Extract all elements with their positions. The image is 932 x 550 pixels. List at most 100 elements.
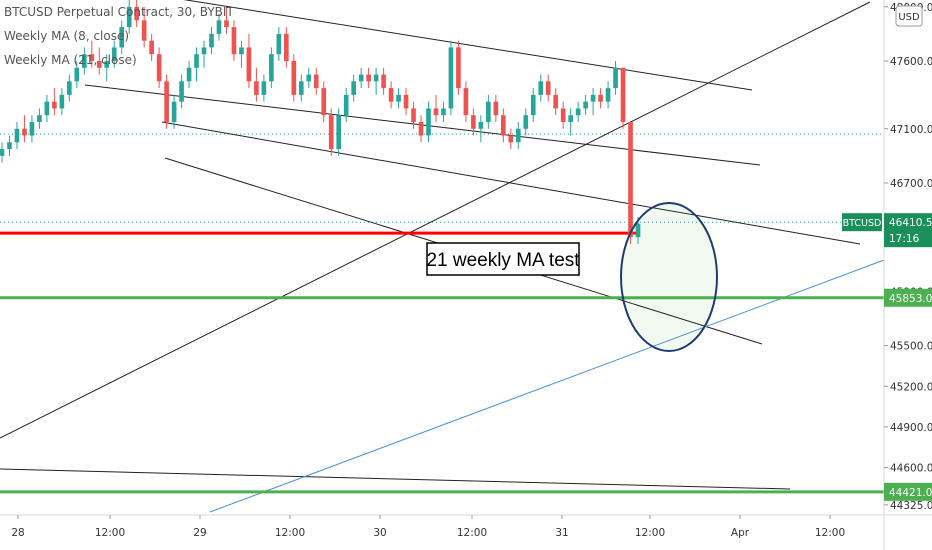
candle [403,88,409,116]
candle-body [388,88,394,102]
candle-body [613,67,618,89]
candle-body [119,27,125,48]
candle-body [605,88,611,102]
candle-body [456,47,461,89]
candle-body [179,81,184,102]
candle-body [366,74,371,82]
candle [134,0,140,28]
indicator-ma8[interactable]: Weekly MA (8, close) [4,29,130,43]
annotation-box [426,242,580,276]
candle-body [224,20,229,28]
candle-body [575,108,581,116]
last-price-badge [884,213,932,248]
candle [29,115,35,143]
candle-body [81,54,87,68]
x-tick-label: 31 [555,527,568,539]
level-price-value: 45853.0 [889,293,932,305]
candle-body [426,108,431,136]
indicator-ma21[interactable]: Weekly MA (21, close) [4,53,137,67]
y-tick-label: 44325.0 [890,500,932,512]
candle [59,88,65,116]
candle-body [321,88,327,116]
ma-test-highlight-ellipse [620,202,718,352]
candle [179,74,184,109]
candle-body [530,94,536,116]
last-price-value: 46410.5 [889,217,932,229]
candle [313,67,319,95]
x-tick-label: 12:00 [275,527,305,539]
candle [52,88,57,116]
candle [7,135,12,156]
candle-body [515,128,521,143]
candle-body [7,142,12,150]
candle [396,88,401,109]
candle [261,74,267,102]
candle [471,108,476,136]
candle [284,27,289,68]
level-price-badge [884,288,932,307]
candle [194,47,199,82]
candle-body [111,47,117,61]
candle [37,108,42,129]
candle-body [358,74,364,82]
blue-trendline [209,259,885,513]
candle-body [418,121,424,136]
candle [276,27,282,61]
y-tick-label: 47100.0 [890,124,932,136]
candle-body [291,60,297,95]
candle-body [620,67,626,122]
candle [156,47,162,89]
candle-body [216,20,222,34]
candle-body [298,81,304,95]
candle-body [194,54,199,68]
candle-body [313,74,319,89]
candle-body [149,40,154,55]
candle-body [411,108,416,122]
candle-body [246,47,252,82]
candle-body [508,135,514,143]
candle [209,27,214,55]
candle [126,0,132,34]
candle-body [284,33,289,61]
candle [67,74,72,102]
candle [231,20,237,61]
candle [306,67,312,89]
currency-badge[interactable] [895,5,923,27]
candle-body [134,6,140,21]
candle [433,94,439,122]
candle [463,81,469,122]
candle-body [171,101,177,122]
candle [411,101,416,129]
candle [22,115,27,143]
candle-body [545,81,551,95]
rising-trendline [0,1,871,439]
candle [44,94,50,122]
candle-body [96,60,102,68]
candle-body [89,54,95,61]
chart-legend: BTCUSD Perpetual Contract, 30, BYBIT Wee… [4,0,234,72]
symbol-badge [842,213,882,232]
candle [366,67,371,89]
countdown-value: 17:16 [889,233,920,245]
candle [111,40,117,68]
candle-body [583,101,588,109]
candle [628,121,633,244]
candle [74,60,80,89]
symbol-badge-label: BTCUSD [843,218,882,229]
x-tick-label: 30 [373,527,386,539]
x-tick-label: 12:00 [815,527,845,539]
y-tick-label: 44900.0 [890,422,932,434]
candle [358,67,364,89]
symbol-title[interactable]: BTCUSD Perpetual Contract, 30, BYBIT [4,5,234,19]
candle [568,108,573,136]
candle [254,67,259,102]
candle-body [433,108,439,116]
candle [441,101,446,122]
candle-body [523,115,529,129]
y-tick-label: 45200.0 [890,381,932,393]
channel-upper-line [183,0,753,91]
candle [560,101,566,129]
candle [515,121,521,150]
candle [104,54,110,82]
candle [343,88,349,122]
